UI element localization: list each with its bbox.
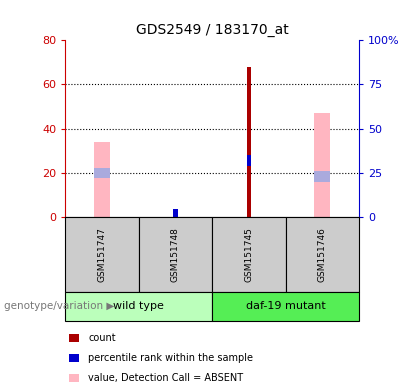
Bar bbox=[94, 142, 110, 217]
Text: genotype/variation ▶: genotype/variation ▶ bbox=[4, 301, 115, 311]
Text: count: count bbox=[88, 333, 116, 343]
Text: daf-19 mutant: daf-19 mutant bbox=[246, 301, 326, 311]
Text: wild type: wild type bbox=[113, 301, 164, 311]
Bar bbox=[247, 155, 251, 166]
Text: GSM151746: GSM151746 bbox=[318, 227, 327, 282]
Bar bbox=[173, 209, 178, 220]
Text: GSM151748: GSM151748 bbox=[171, 227, 180, 282]
Text: value, Detection Call = ABSENT: value, Detection Call = ABSENT bbox=[88, 373, 243, 383]
Bar bbox=[314, 171, 331, 182]
Text: percentile rank within the sample: percentile rank within the sample bbox=[88, 353, 253, 363]
Text: GSM151747: GSM151747 bbox=[97, 227, 106, 282]
Title: GDS2549 / 183170_at: GDS2549 / 183170_at bbox=[136, 23, 289, 36]
Bar bbox=[94, 167, 110, 178]
Text: GSM151745: GSM151745 bbox=[244, 227, 253, 282]
Bar bbox=[247, 67, 251, 217]
Bar bbox=[314, 113, 331, 217]
